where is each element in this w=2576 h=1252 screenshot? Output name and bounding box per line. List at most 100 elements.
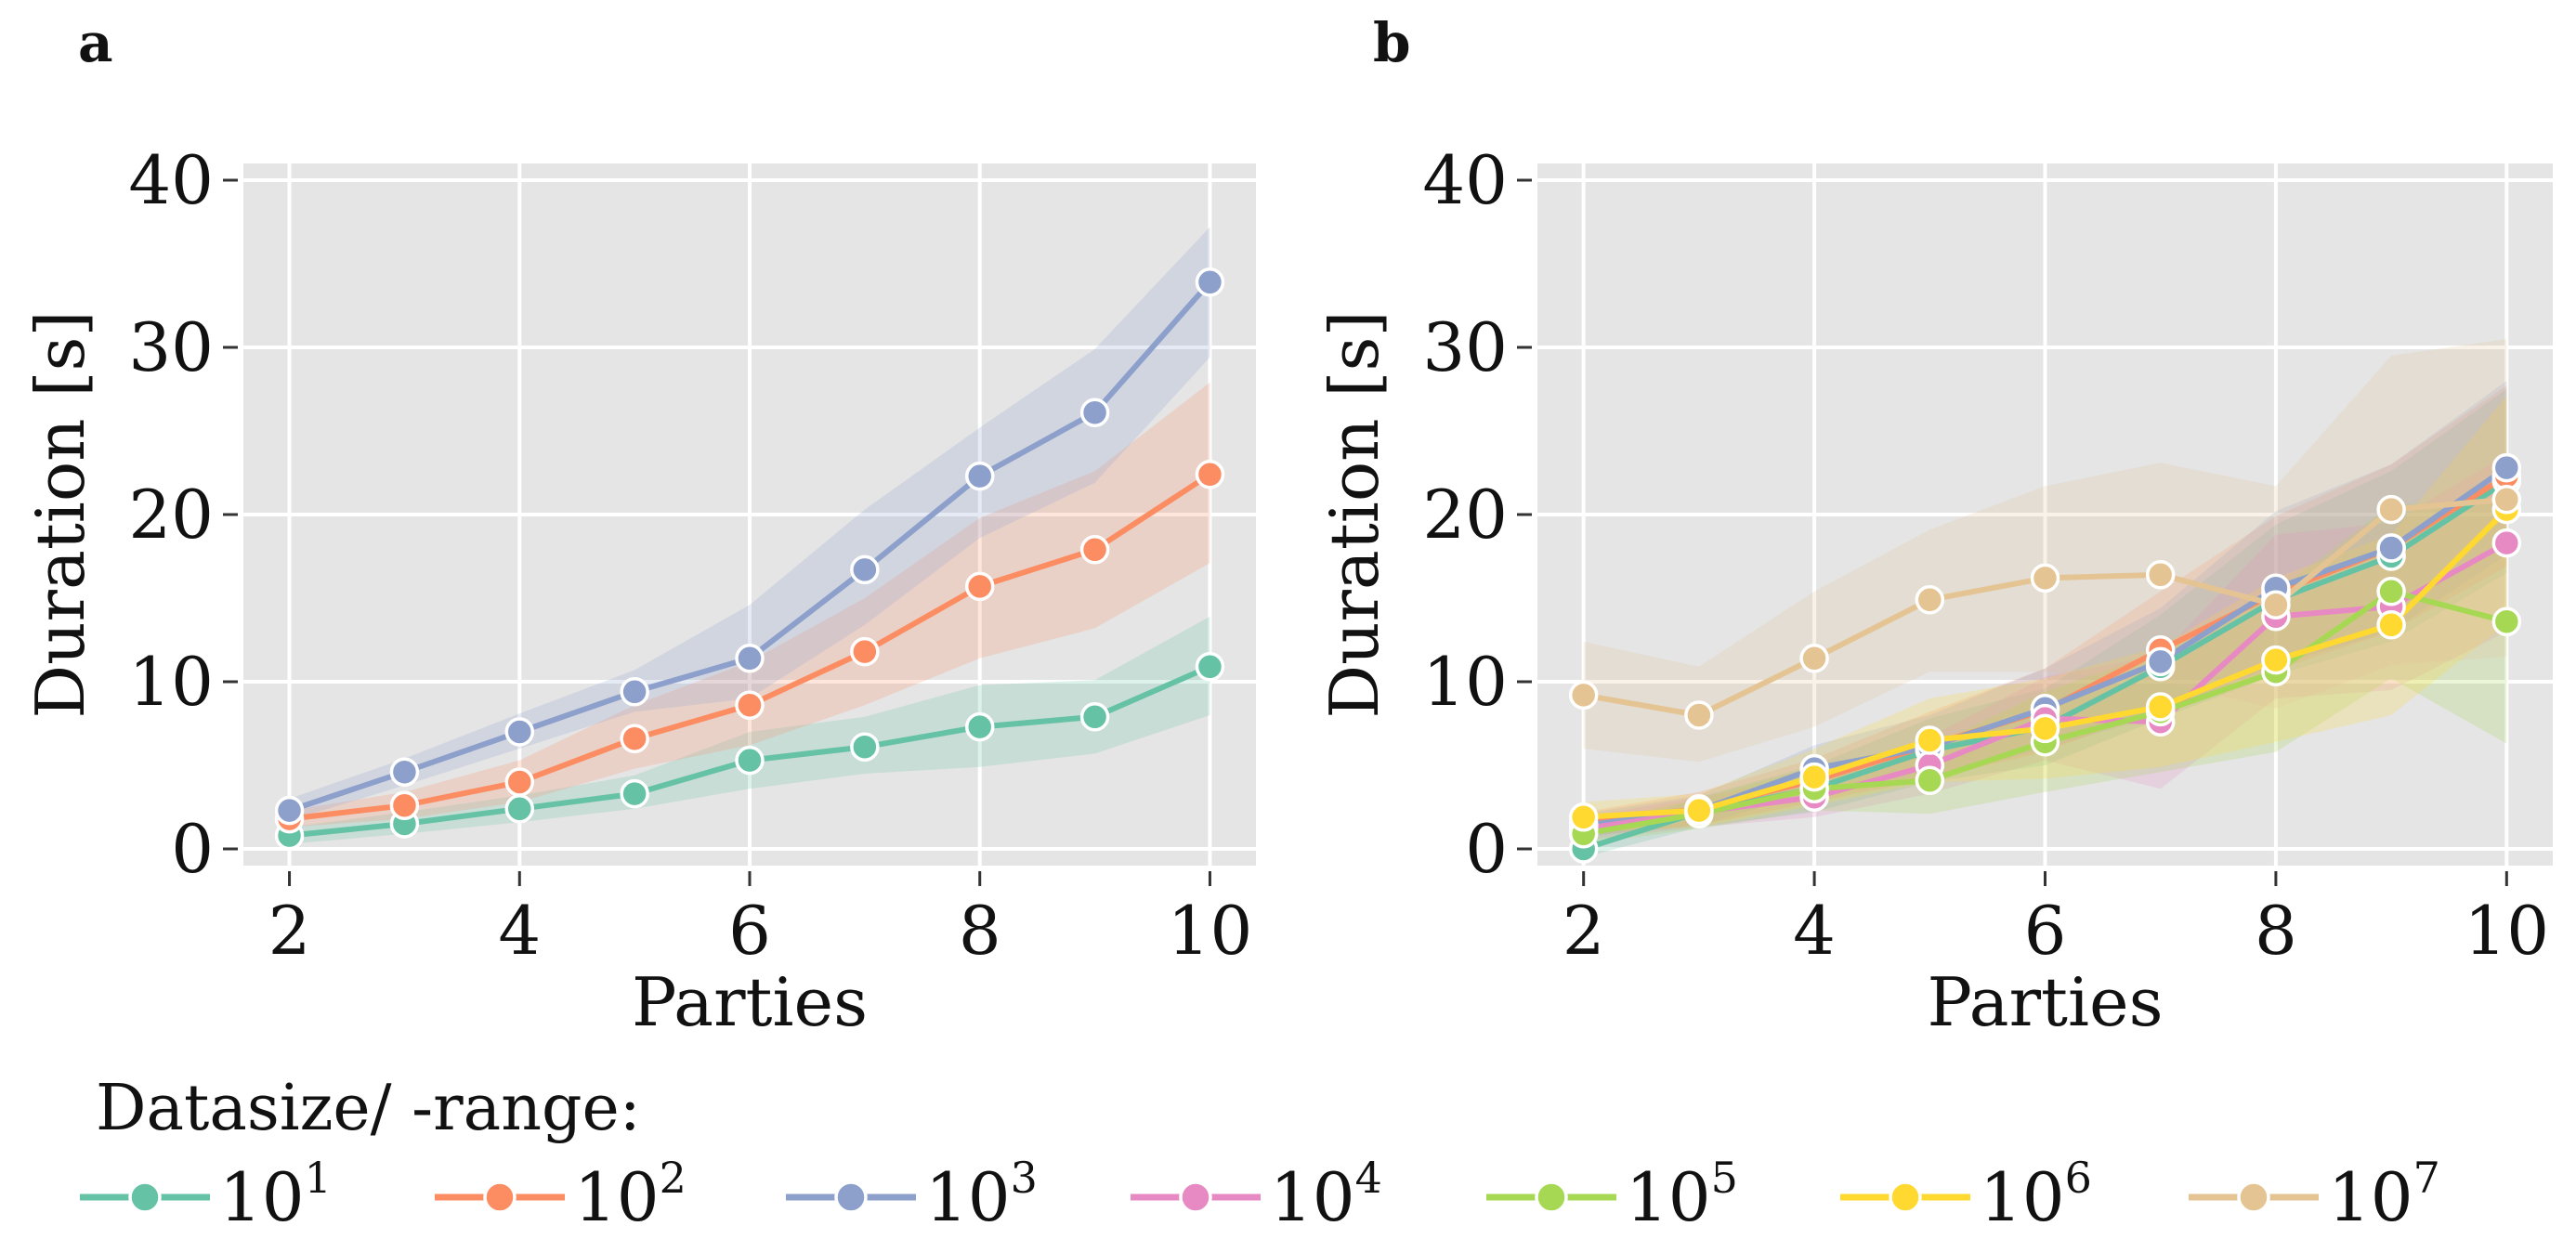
confidence-band-10-1 <box>289 616 1210 844</box>
data-point-10-3 <box>389 757 420 787</box>
y-tick-label: 40 <box>1422 141 1508 219</box>
legend-swatch-marker <box>1535 1180 1568 1214</box>
confidence-band-10-6 <box>1583 396 2507 832</box>
data-point-10-3 <box>2376 533 2406 563</box>
data-point-10-2 <box>389 790 420 820</box>
data-point-10-2 <box>1195 460 1225 489</box>
data-point-10-1 <box>964 711 995 742</box>
data-point-10-3 <box>504 717 535 747</box>
legend-item: 105 <box>1486 1153 1738 1236</box>
data-point-10-7 <box>2376 494 2406 525</box>
y-axis-label: Duration [s] <box>1315 310 1393 718</box>
data-point-10-2 <box>620 724 649 753</box>
legend-item: 101 <box>80 1153 332 1236</box>
data-point-10-7 <box>1799 644 1829 673</box>
data-point-10-6 <box>1915 725 1945 755</box>
legend-title: Datasize/ -range: <box>96 1072 641 1145</box>
y-tick-label: 0 <box>1465 810 1508 888</box>
legend-swatch-marker <box>128 1180 162 1214</box>
x-tick-label: 10 <box>2465 892 2550 970</box>
y-tick-label: 0 <box>171 810 214 888</box>
legend-item: 106 <box>1840 1153 2092 1236</box>
data-point-10-7 <box>1684 700 1714 730</box>
y-tick-label: 10 <box>128 643 214 721</box>
data-point-10-2 <box>964 571 995 602</box>
x-tick-label: 4 <box>1793 892 1836 970</box>
x-tick-label: 8 <box>959 892 1001 970</box>
legend-label: 105 <box>1626 1153 1738 1236</box>
legend-label: 101 <box>219 1153 332 1236</box>
x-tick-label: 6 <box>728 892 771 970</box>
y-tick-label: 40 <box>128 141 214 219</box>
x-tick-label: 6 <box>2024 892 2067 970</box>
data-point-10-7 <box>1915 585 1945 615</box>
y-axis-label: Duration [s] <box>21 310 99 718</box>
data-point-10-6 <box>1799 762 1829 792</box>
data-point-10-3 <box>274 795 305 826</box>
data-point-10-3 <box>735 644 765 673</box>
data-point-10-6 <box>2376 610 2406 640</box>
data-point-10-6 <box>2145 692 2176 722</box>
y-tick-label: 20 <box>1422 476 1508 554</box>
data-point-10-6 <box>2030 713 2060 744</box>
data-point-10-1 <box>504 794 535 824</box>
data-point-10-3 <box>1195 267 1225 297</box>
x-axis-label: Parties <box>632 963 868 1041</box>
data-point-10-3 <box>964 461 995 491</box>
confidence-band-10-2 <box>289 382 1210 828</box>
legend: Datasize/ -range: 101 102 103 104 105 106 107 <box>80 1072 2440 1236</box>
legend-item: 103 <box>786 1153 1038 1236</box>
data-point-10-7 <box>1568 680 1599 711</box>
legend-label: 102 <box>574 1153 686 1236</box>
x-axis-label: Parties <box>1927 963 2163 1041</box>
data-point-10-7 <box>2145 560 2176 590</box>
data-point-10-1 <box>1195 652 1225 682</box>
data-point-10-6 <box>1568 802 1599 832</box>
legend-item: 102 <box>435 1153 686 1236</box>
x-tick-label: 10 <box>1168 892 1253 970</box>
legend-label: 103 <box>925 1153 1038 1236</box>
data-point-10-2 <box>735 690 765 720</box>
legend-swatch-marker <box>1179 1180 1212 1214</box>
data-point-10-6 <box>2261 645 2291 675</box>
x-tick-label: 4 <box>498 892 541 970</box>
chart-panel-a: 0 10 20 30 40 2 4 6 8 10 Parties Duration [s] <box>21 141 1256 1041</box>
data-point-10-1 <box>735 745 765 776</box>
data-point-10-2 <box>504 767 535 797</box>
data-point-10-2 <box>850 636 880 667</box>
y-tick-label: 20 <box>128 476 214 554</box>
data-point-10-2 <box>1079 535 1110 565</box>
legend-label: 106 <box>1980 1153 2092 1236</box>
panel-b-letter: b <box>1373 11 1411 74</box>
x-tick-label: 2 <box>1563 892 1605 970</box>
data-point-10-3 <box>2145 646 2176 677</box>
legend-label: 107 <box>2328 1153 2440 1236</box>
chart-panel-b: 0 10 20 30 40 2 4 6 8 10 Parties Duration [s] <box>1315 141 2553 1041</box>
data-point-10-7 <box>2261 590 2291 619</box>
legend-swatch-marker <box>1889 1180 1922 1214</box>
data-point-10-5 <box>2376 577 2406 606</box>
legend-item: 104 <box>1131 1153 1382 1236</box>
data-point-10-4 <box>2491 528 2522 558</box>
data-point-10-1 <box>850 732 880 762</box>
data-point-10-3 <box>1079 398 1110 427</box>
data-point-10-5 <box>1915 765 1945 795</box>
y-tick-label: 30 <box>128 308 214 386</box>
confidence-band-10-4 <box>1583 454 2507 841</box>
data-point-10-1 <box>1079 702 1110 732</box>
y-tick-label: 30 <box>1422 308 1508 386</box>
data-point-10-5 <box>2491 606 2522 636</box>
y-tick-label: 10 <box>1422 643 1508 721</box>
data-point-10-3 <box>2491 452 2522 483</box>
data-point-10-7 <box>2491 485 2522 515</box>
x-tick-label: 8 <box>2255 892 2297 970</box>
data-point-10-1 <box>620 778 649 809</box>
data-point-10-6 <box>1684 795 1714 826</box>
data-point-10-3 <box>850 554 880 585</box>
data-point-10-3 <box>620 677 649 707</box>
x-tick-label: 2 <box>268 892 311 970</box>
legend-swatch-marker <box>834 1180 868 1214</box>
panel-a-letter: a <box>78 11 113 74</box>
legend-label: 104 <box>1270 1153 1382 1236</box>
